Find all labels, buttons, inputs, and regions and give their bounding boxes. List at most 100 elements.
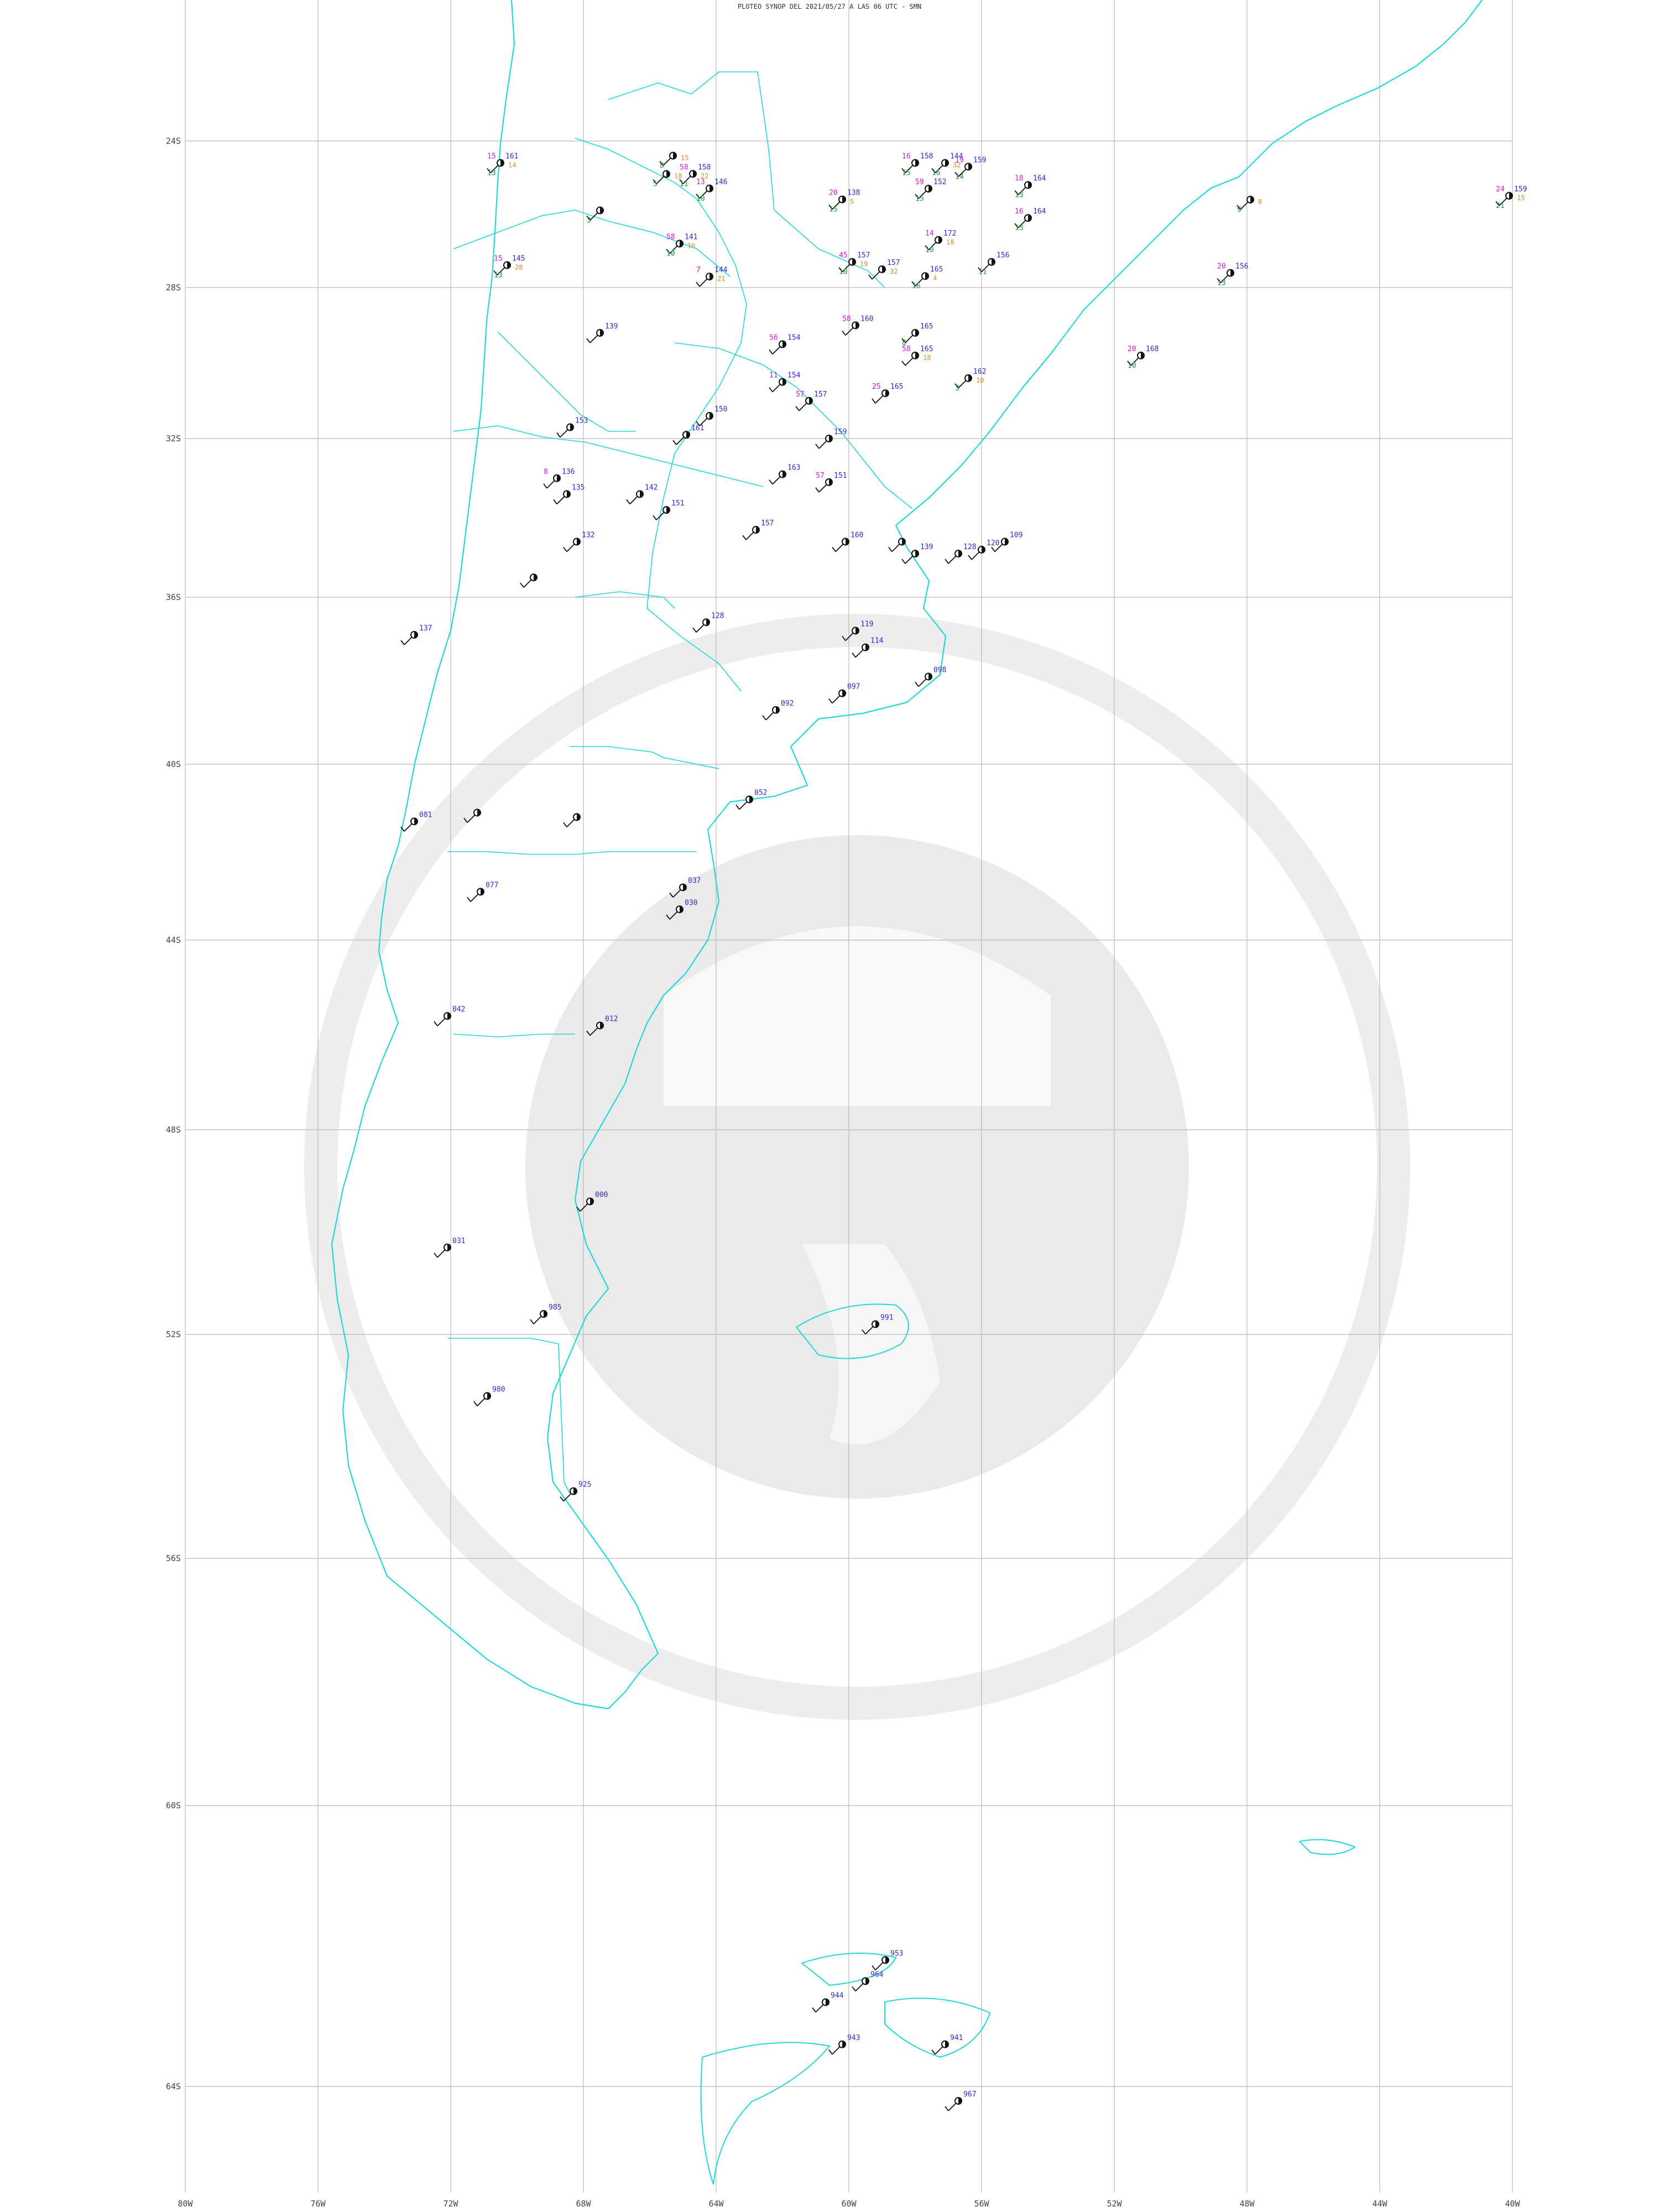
station-plot: [888, 538, 906, 552]
longitude-label: 56W: [974, 2199, 989, 2209]
station-plot: 157 57: [795, 390, 827, 411]
cloud-cover-fill: [829, 478, 832, 486]
station-plot: 156 20 13: [1217, 263, 1248, 288]
weather-code: 18: [674, 173, 682, 180]
wind-barb-flag: [463, 817, 468, 823]
weather-code: 18: [946, 238, 954, 246]
station-plot: 159 19 14: [954, 156, 986, 181]
cloud-cover-fill: [557, 474, 561, 482]
cloud-cover-fill: [782, 378, 786, 385]
wind-barb-flag: [487, 168, 491, 174]
station-plot: 157 45 10 19: [838, 252, 870, 276]
station-plot: 159 24 21 15: [1495, 185, 1527, 210]
wind-barb-flag: [842, 635, 846, 641]
wind-barb-flag: [586, 338, 591, 343]
temperature-value: 59: [915, 178, 924, 186]
pressure-value: 943: [847, 2034, 860, 2042]
wind-barb-flag: [828, 2049, 833, 2055]
temperature-value: 57: [816, 472, 825, 480]
cloud-cover-fill: [958, 550, 962, 557]
weather-code: 32: [890, 268, 898, 275]
longitude-label: 64W: [708, 2199, 724, 2209]
wind-barb-flag: [679, 179, 684, 184]
cloud-cover-fill: [992, 258, 995, 265]
station-plot: 119: [842, 620, 873, 641]
cloud-cover-fill: [925, 273, 928, 280]
cloud-cover-fill: [500, 159, 504, 166]
pressure-value: 165: [930, 265, 943, 274]
wind-barb-flag: [1237, 205, 1241, 210]
pressure-value: 964: [870, 1971, 884, 1979]
longitude-label: 48W: [1239, 2199, 1255, 2209]
station-plot: 128: [945, 543, 976, 564]
wind-barb-flag: [901, 361, 906, 366]
temperature-value: 56: [769, 333, 778, 342]
station-plot: 953: [872, 1949, 903, 1971]
pressure-value: 114: [870, 637, 884, 645]
temperature-value: 25: [872, 383, 881, 391]
latitude-label: 36S: [166, 592, 181, 602]
dewpoint-value: 13: [1217, 279, 1226, 288]
station-plot: 164 18 13: [1014, 175, 1046, 200]
cloud-cover-fill: [666, 507, 670, 514]
weather-code: 15: [1517, 194, 1525, 202]
dewpoint-value: 15: [902, 169, 911, 178]
station-plot: 165 25: [872, 383, 903, 404]
wind-barb-flag: [563, 547, 567, 552]
dewpoint-value: 11: [680, 180, 688, 188]
pressure-value: 165: [920, 345, 933, 353]
wind-barb-flag: [862, 1329, 866, 1335]
wind-barb-flag: [888, 547, 893, 552]
cloud-cover-fill: [1230, 269, 1234, 276]
wind-barb-flag: [812, 2007, 816, 2013]
weather-code: 14: [508, 161, 516, 169]
temperature-value: 15: [487, 153, 496, 161]
pressure-value: 077: [486, 881, 498, 890]
station-plot: 128: [692, 612, 724, 633]
coastlines: [331, 0, 1483, 2185]
pressure-value: 154: [787, 333, 801, 342]
wind-barb-flag: [467, 897, 471, 902]
wind-barb-flag: [815, 487, 820, 493]
station-plot: 8 15: [659, 152, 688, 170]
cloud-cover-fill: [938, 236, 942, 243]
cloud-cover-fill: [958, 2098, 962, 2104]
cloud-cover-fill: [673, 152, 676, 159]
wind-barb-flag: [842, 330, 846, 336]
cloud-cover-fill: [570, 424, 573, 431]
cloud-cover-fill: [915, 159, 919, 166]
cloud-cover-fill: [945, 159, 948, 166]
pressure-value: 159: [973, 156, 986, 164]
pressure-value: 136: [562, 468, 575, 476]
wind-barb-flag: [666, 248, 670, 254]
wind-barb-flag: [915, 194, 919, 199]
weather-code: 16: [687, 242, 695, 250]
station-plot: 109: [991, 531, 1022, 552]
latitude-label: 56S: [166, 1553, 181, 1563]
station-plot: 3: [586, 206, 604, 225]
pressure-value: 145: [512, 254, 525, 263]
pressure-value: 142: [645, 483, 658, 492]
pressure-value: 000: [595, 1191, 608, 1199]
wind-barb-flag: [556, 432, 561, 438]
station-plot: 153: [556, 417, 588, 438]
wind-barb-flag: [872, 398, 876, 404]
dewpoint-value: 13: [1015, 224, 1024, 232]
axis-labels: 24S 28S 32S 36S 40S 44S 48S 52S 56S 60S 64S 80W 76W 7…: [166, 136, 1521, 2209]
station-plot: 042: [434, 1005, 465, 1026]
pressure-value: 144: [950, 153, 963, 161]
dewpoint-value: 16: [932, 169, 941, 178]
pressure-value: 157: [857, 252, 870, 260]
pressure-value: 098: [933, 666, 946, 674]
station-plot: 135: [553, 483, 585, 505]
weather-code: 5: [850, 198, 854, 206]
pressure-value: 030: [685, 899, 697, 907]
dewpoint-value: 10: [666, 250, 675, 258]
pressure-value: 165: [890, 383, 903, 391]
latitude-label: 32S: [166, 434, 181, 444]
wind-barb-flag: [696, 421, 700, 426]
cloud-cover-fill: [693, 170, 696, 178]
pressure-value: 151: [834, 472, 847, 480]
longitude-label: 72W: [443, 2199, 458, 2209]
